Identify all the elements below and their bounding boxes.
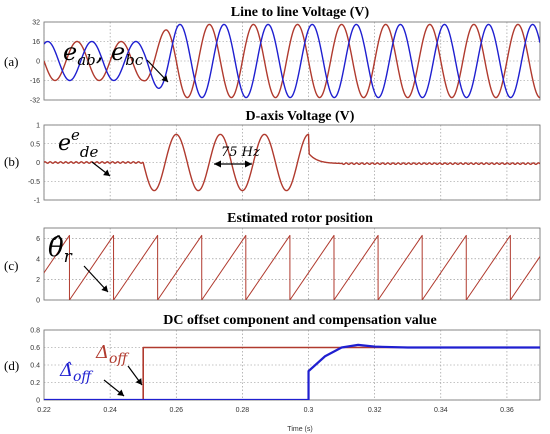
arrow-d-est-head [117, 389, 124, 396]
plot-area [44, 343, 540, 400]
panel-a: 32 16 0 -16 -32 [30, 20, 541, 105]
x-tick-label: 0.36 [500, 407, 514, 414]
panel-d-title: DC offset component and compensation val… [163, 313, 436, 328]
y-tick-label: 0 [36, 160, 40, 167]
panel-b-label: (b) [4, 154, 19, 169]
plot-area [44, 23, 540, 99]
x-tick-label: 0.22 [37, 407, 51, 414]
y-tick-label: 1 [36, 123, 40, 130]
y-tick-label: 0 [36, 298, 40, 305]
annotation-eab-ebc: eab, ebc [63, 38, 144, 69]
arrow-a-head [161, 75, 168, 82]
freq-arrow-left [214, 160, 221, 168]
series--r-line [157, 234, 203, 300]
series--r-line [201, 234, 247, 300]
y-tick-label: 0.2 [30, 380, 40, 387]
panel-d-label: (d) [4, 358, 19, 373]
series--r-line [44, 234, 70, 300]
series--r-line [113, 234, 159, 300]
panel-d: 0.8 0.6 0.4 0.2 0 0.22 0.24 0.26 0.28 0.3 0.32 0.34… [30, 328, 541, 414]
panel-c-label: (c) [4, 258, 18, 273]
y-tick-label: 0 [36, 398, 40, 405]
y-tick-label: 6 [36, 236, 40, 243]
arrow-b-head [103, 169, 110, 176]
series--r-line [377, 234, 423, 300]
panel-b: 1 0.5 0 -0.5 -1 [28, 123, 541, 205]
series--r-line [333, 234, 379, 300]
panel-a-title: Line to line Voltage (V) [231, 5, 370, 20]
x-tick-label: 0.34 [434, 407, 448, 414]
y-tick-label: -0.5 [28, 179, 40, 186]
series-e-ab-line [44, 23, 540, 99]
x-tick-label: 0.3 [304, 407, 314, 414]
y-tick-label: -32 [30, 98, 40, 105]
x-tick-label: 0.28 [236, 407, 250, 414]
arrow-c-head [101, 285, 108, 292]
y-tick-label: 0.4 [30, 363, 40, 370]
y-tick-label: 32 [32, 20, 40, 27]
y-tick-label: 0.8 [30, 328, 40, 335]
x-tick-label: 0.24 [103, 407, 117, 414]
series--r-line [421, 234, 467, 300]
annotation-delta-est: Δ̂off [59, 360, 93, 385]
annotation-delta-true: Δoff [95, 342, 129, 367]
panel-c-title: Estimated rotor position [227, 211, 373, 226]
series--r-line [509, 255, 540, 300]
y-tick-label: 0 [36, 59, 40, 66]
x-tick-label: 0.26 [169, 407, 183, 414]
series-e-bc-line [44, 23, 540, 99]
panel-c: 6 4 2 0 [36, 227, 541, 305]
x-axis-label: Time (s) [287, 426, 312, 433]
y-tick-label: 16 [32, 39, 40, 46]
annotation-75hz: 75 Hz [221, 145, 260, 160]
panel-a-label: (a) [4, 54, 18, 69]
series--r-line [69, 234, 115, 300]
annotation-theta-r: θ̂r [48, 233, 73, 267]
series--r-line [289, 234, 335, 300]
plot-frame [43, 227, 541, 301]
panel-b-title: D-axis Voltage (V) [246, 109, 355, 124]
series--r-line [465, 234, 511, 300]
series--r-line [245, 234, 291, 300]
freq-arrow-right [245, 160, 252, 168]
plot-area [44, 133, 540, 192]
plot-area [44, 234, 540, 300]
annotation-ede: eede [58, 126, 99, 161]
y-tick-label: 0.5 [30, 141, 40, 148]
y-tick-label: 2 [36, 277, 40, 284]
x-tick-label: 0.32 [368, 407, 382, 414]
arrow-d-true-head [135, 378, 142, 385]
y-tick-label: 0.6 [30, 345, 40, 352]
y-tick-label: 4 [36, 256, 40, 263]
y-tick-label: -16 [30, 78, 40, 85]
series--off-line [44, 343, 540, 400]
y-tick-label: -1 [34, 198, 40, 205]
series-e-e-de-line [44, 133, 540, 192]
